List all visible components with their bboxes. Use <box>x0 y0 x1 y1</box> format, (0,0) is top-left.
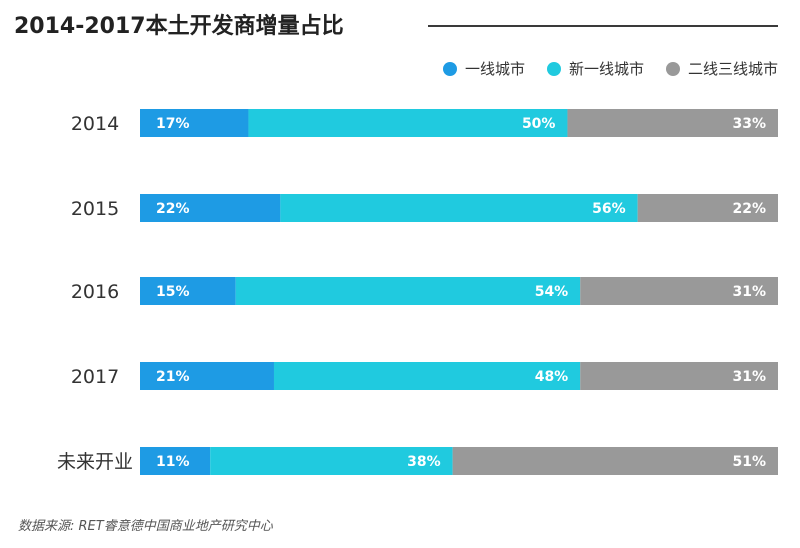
category-label: 2017 <box>71 366 119 388</box>
legend-label-tier1: 一线城市 <box>464 60 525 78</box>
bar-segment <box>140 194 281 222</box>
bar-segment <box>248 109 568 137</box>
bar-segment <box>280 194 638 222</box>
bar-segment <box>140 447 211 475</box>
legend-item-tier1: 一线城市 <box>442 58 525 79</box>
data-label: 31% <box>732 284 766 300</box>
data-label: 21% <box>156 369 190 385</box>
category-label: 2016 <box>71 281 119 303</box>
legend-label-new-tier1: 新一线城市 <box>568 60 644 78</box>
data-label: 22% <box>732 201 766 217</box>
category-label: 2015 <box>71 198 119 220</box>
legend-dot-tier2-3 <box>665 61 680 76</box>
data-label: 31% <box>732 369 766 385</box>
bar-segment <box>140 277 236 305</box>
bar-segment <box>580 362 778 390</box>
data-label: 17% <box>156 116 190 132</box>
bar-segment <box>140 362 274 390</box>
legend-item-tier2-3: 二线三线城市 <box>665 58 778 79</box>
data-label: 33% <box>732 116 766 132</box>
bar-segment <box>637 194 778 222</box>
legend-label-tier2-3: 二线三线城市 <box>687 60 778 78</box>
category-label: 未来开业 <box>57 451 133 473</box>
data-label: 15% <box>156 284 190 300</box>
bar-segment <box>567 109 778 137</box>
bar-segment <box>273 362 581 390</box>
bar-segment <box>210 447 453 475</box>
data-label: 22% <box>156 201 190 217</box>
data-label: 38% <box>407 454 441 470</box>
chart-title: 2014-2017本土开发商增量占比 <box>14 14 344 39</box>
legend: 一线城市 新一线城市 二线三线城市 <box>442 58 778 79</box>
legend-dot-tier1 <box>442 61 457 76</box>
data-label: 48% <box>535 369 569 385</box>
data-label: 54% <box>535 284 569 300</box>
bar-segment <box>580 277 778 305</box>
data-label: 11% <box>156 454 190 470</box>
category-label: 2014 <box>71 113 119 135</box>
bar-segment <box>452 447 778 475</box>
legend-dot-new-tier1 <box>546 61 561 76</box>
bar-segment <box>235 277 581 305</box>
title-divider <box>428 25 778 27</box>
legend-item-new-tier1: 新一线城市 <box>546 58 644 79</box>
bar-segment <box>140 109 249 137</box>
data-label: 50% <box>522 116 556 132</box>
source-note: 数据来源: RET睿意德中国商业地产研究中心 <box>18 519 273 534</box>
data-label: 56% <box>592 201 626 217</box>
data-label: 51% <box>732 454 766 470</box>
